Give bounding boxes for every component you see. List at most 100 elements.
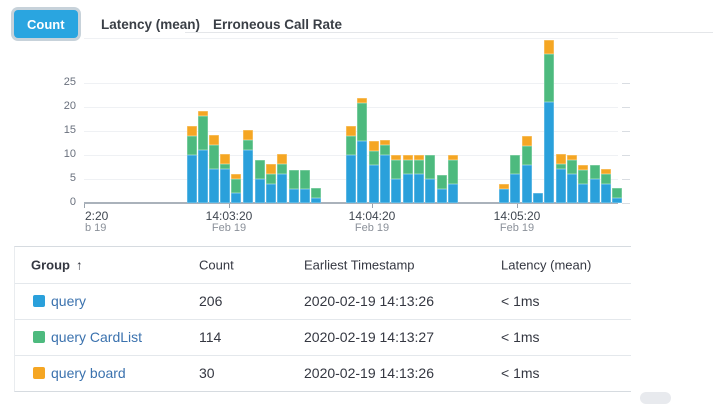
bar-segment-query[interactable] bbox=[277, 174, 287, 203]
bar-segment-query-board[interactable] bbox=[544, 40, 554, 54]
bar-segment-query-cardlist[interactable] bbox=[567, 160, 577, 174]
bar-segment-query-cardlist[interactable] bbox=[612, 188, 622, 198]
bar-segment-query-board[interactable] bbox=[357, 98, 367, 103]
bar-segment-query[interactable] bbox=[403, 174, 413, 203]
transaction-group-link[interactable]: query bbox=[51, 293, 87, 309]
bar-segment-query[interactable] bbox=[209, 169, 219, 203]
bar-segment-query[interactable] bbox=[437, 189, 447, 203]
bar-segment-query[interactable] bbox=[357, 141, 367, 203]
bar-segment-query-board[interactable] bbox=[522, 136, 532, 146]
bar-segment-query-cardlist[interactable] bbox=[346, 136, 356, 155]
bar-segment-query-cardlist[interactable] bbox=[590, 165, 600, 179]
bar-segment-query[interactable] bbox=[289, 189, 299, 203]
bar-segment-query-board[interactable] bbox=[198, 111, 208, 116]
bar-segment-query-cardlist[interactable] bbox=[380, 145, 390, 155]
bar-segment-query-board[interactable] bbox=[187, 126, 197, 136]
bar-segment-query-cardlist[interactable] bbox=[277, 164, 287, 174]
bar-segment-query-board[interactable] bbox=[277, 154, 287, 164]
transaction-group-link[interactable]: query CardList bbox=[51, 329, 143, 345]
bar-segment-query-board[interactable] bbox=[380, 140, 390, 145]
bar-segment-query-cardlist[interactable] bbox=[209, 145, 219, 169]
bar-segment-query-cardlist[interactable] bbox=[391, 160, 401, 179]
bar-segment-query[interactable] bbox=[414, 174, 424, 203]
bar-segment-query-cardlist[interactable] bbox=[601, 174, 611, 184]
bar-segment-query[interactable] bbox=[533, 193, 543, 203]
bar-segment-query[interactable] bbox=[425, 179, 435, 203]
bar-segment-query-board[interactable] bbox=[391, 155, 401, 160]
bar-segment-query-cardlist[interactable] bbox=[414, 160, 424, 174]
bar-segment-query-cardlist[interactable] bbox=[522, 146, 532, 165]
bar-segment-query[interactable] bbox=[220, 169, 230, 203]
tab-latency-mean[interactable]: Latency (mean) bbox=[95, 10, 206, 38]
bar-segment-query-cardlist[interactable] bbox=[578, 170, 588, 184]
series-color-swatch bbox=[33, 367, 45, 379]
bar-segment-query[interactable] bbox=[198, 150, 208, 203]
bar-segment-query[interactable] bbox=[612, 198, 622, 203]
bar-segment-query-cardlist[interactable] bbox=[425, 155, 435, 179]
bar-segment-query-cardlist[interactable] bbox=[437, 175, 447, 189]
bar-segment-query-cardlist[interactable] bbox=[556, 164, 566, 169]
bar-segment-query-cardlist[interactable] bbox=[300, 170, 310, 189]
bar-segment-query[interactable] bbox=[578, 184, 588, 203]
tab-erroneous-call-rate[interactable]: Erroneous Call Rate bbox=[207, 10, 348, 38]
bar-segment-query[interactable] bbox=[448, 184, 458, 203]
bar-segment-query[interactable] bbox=[601, 184, 611, 203]
bar-segment-query-cardlist[interactable] bbox=[231, 179, 241, 193]
bar-segment-query[interactable] bbox=[567, 174, 577, 203]
bar-segment-query-board[interactable] bbox=[567, 155, 577, 160]
bar-segment-query[interactable] bbox=[255, 179, 265, 203]
bar-segment-query-board[interactable] bbox=[209, 135, 219, 145]
bar-segment-query-cardlist[interactable] bbox=[369, 151, 379, 165]
bar-segment-query-board[interactable] bbox=[231, 174, 241, 179]
bar-segment-query-board[interactable] bbox=[266, 164, 276, 174]
bar-segment-query[interactable] bbox=[590, 179, 600, 203]
bar-segment-query-cardlist[interactable] bbox=[403, 160, 413, 174]
bar-segment-query-cardlist[interactable] bbox=[187, 136, 197, 155]
bar-segment-query-board[interactable] bbox=[556, 154, 566, 164]
bar-segment-query-cardlist[interactable] bbox=[510, 155, 520, 174]
scrollbar-thumb[interactable] bbox=[640, 392, 671, 404]
bar-segment-query[interactable] bbox=[369, 165, 379, 203]
bar-segment-query-board[interactable] bbox=[499, 184, 509, 189]
bar-segment-query-board[interactable] bbox=[369, 141, 379, 151]
column-header-count[interactable]: Count bbox=[199, 257, 234, 273]
column-header-earliest-timestamp[interactable]: Earliest Timestamp bbox=[304, 257, 415, 273]
bar-segment-query[interactable] bbox=[391, 179, 401, 203]
bar-segment-query-cardlist[interactable] bbox=[266, 174, 276, 184]
bar-segment-query-cardlist[interactable] bbox=[357, 103, 367, 141]
bar-segment-query[interactable] bbox=[243, 150, 253, 203]
tab-count[interactable]: Count bbox=[14, 10, 78, 38]
bar-segment-query[interactable] bbox=[187, 155, 197, 203]
bar-segment-query[interactable] bbox=[266, 184, 276, 203]
bar-segment-query[interactable] bbox=[380, 155, 390, 203]
bar-segment-query-cardlist[interactable] bbox=[255, 160, 265, 179]
bar-segment-query[interactable] bbox=[556, 169, 566, 203]
bar-segment-query[interactable] bbox=[300, 189, 310, 203]
column-header-latency-mean[interactable]: Latency (mean) bbox=[501, 257, 592, 273]
transaction-group-link[interactable]: query board bbox=[51, 365, 126, 381]
bar-segment-query-board[interactable] bbox=[578, 165, 588, 170]
bar-segment-query-board[interactable] bbox=[414, 155, 424, 160]
bar-segment-query-board[interactable] bbox=[403, 155, 413, 160]
bar-segment-query-board[interactable] bbox=[346, 126, 356, 136]
bar-segment-query-board[interactable] bbox=[448, 155, 458, 160]
bar-segment-query[interactable] bbox=[311, 198, 321, 203]
bar-segment-query[interactable] bbox=[510, 174, 520, 203]
bar-segment-query[interactable] bbox=[346, 155, 356, 203]
bar-segment-query[interactable] bbox=[499, 189, 509, 203]
bar-segment-query-cardlist[interactable] bbox=[544, 54, 554, 102]
bar-segment-query-board[interactable] bbox=[220, 154, 230, 164]
bar-segment-query[interactable] bbox=[544, 102, 554, 203]
bar-segment-query-board[interactable] bbox=[243, 130, 253, 140]
bar-segment-query-cardlist[interactable] bbox=[311, 188, 321, 198]
bar-segment-query-board[interactable] bbox=[601, 169, 611, 174]
bar-segment-query-cardlist[interactable] bbox=[289, 170, 299, 189]
bar-segment-query[interactable] bbox=[522, 165, 532, 203]
bar-segment-query[interactable] bbox=[231, 193, 241, 203]
bar-segment-query-cardlist[interactable] bbox=[243, 140, 253, 150]
bar-segment-query-cardlist[interactable] bbox=[220, 164, 230, 169]
column-header-group[interactable]: Group ↑ bbox=[31, 258, 83, 273]
bar-segment-query-cardlist[interactable] bbox=[448, 160, 458, 184]
bar-segment-query-cardlist[interactable] bbox=[198, 116, 208, 150]
